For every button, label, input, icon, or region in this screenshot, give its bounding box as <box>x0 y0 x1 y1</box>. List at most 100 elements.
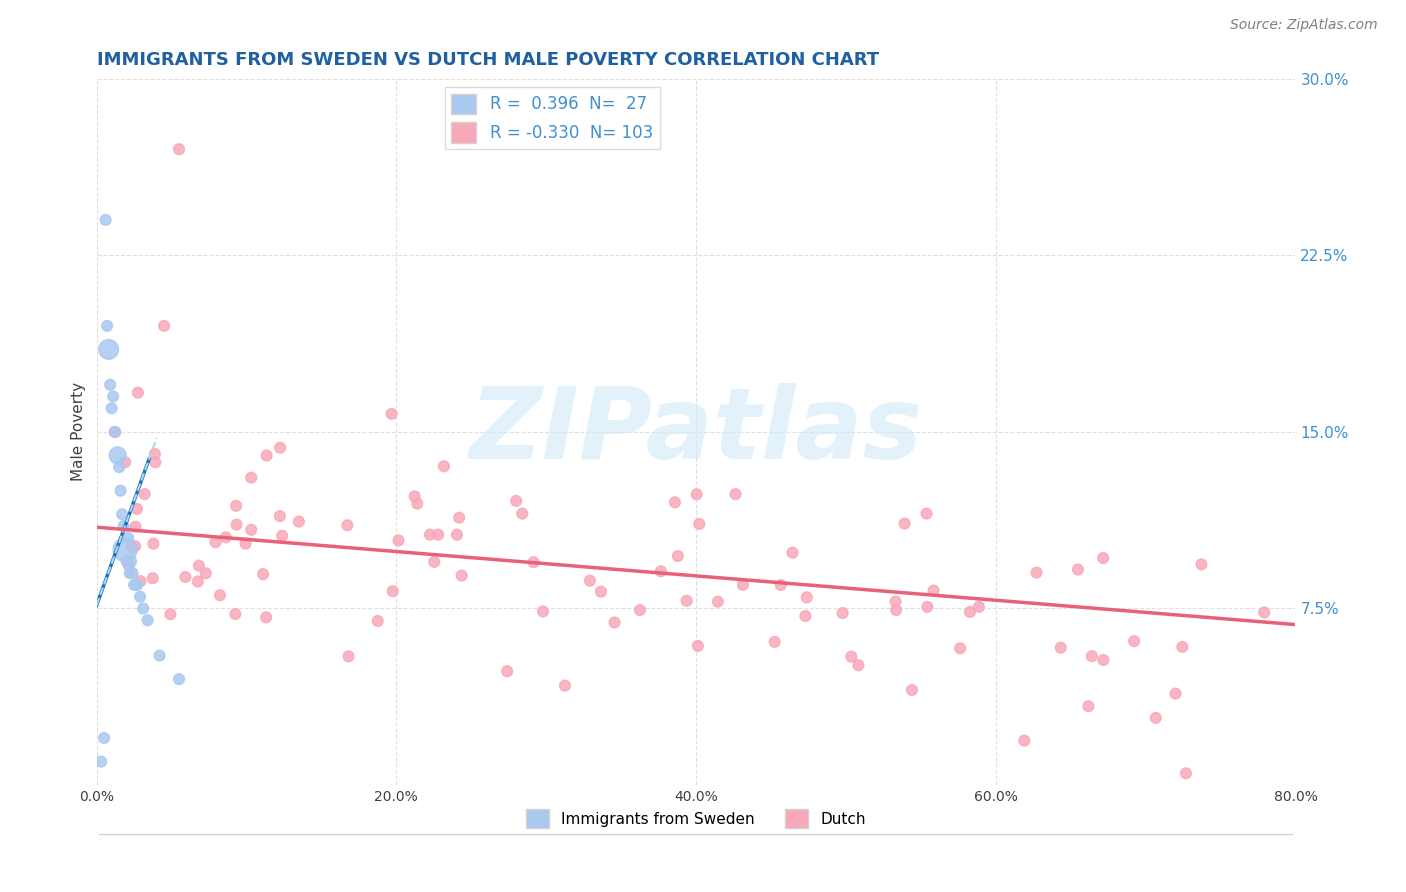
Point <box>496 664 519 678</box>
Point <box>187 574 209 589</box>
Point <box>127 385 149 400</box>
Point <box>848 658 870 673</box>
Point <box>1174 766 1197 780</box>
Point <box>510 507 533 521</box>
Point <box>167 142 190 156</box>
Point <box>1014 733 1036 747</box>
Point <box>579 574 602 588</box>
Point <box>167 672 190 686</box>
Point <box>1081 649 1104 664</box>
Point <box>98 377 121 392</box>
Point <box>505 494 527 508</box>
Point <box>1123 634 1146 648</box>
Point <box>121 566 143 581</box>
Point <box>94 212 117 227</box>
Point <box>90 755 112 769</box>
Point <box>174 570 197 584</box>
Point <box>187 558 209 573</box>
Point <box>121 541 143 555</box>
Point <box>100 401 122 416</box>
Point <box>685 487 707 501</box>
Point <box>782 546 804 560</box>
Point <box>252 567 274 582</box>
Point <box>769 578 792 592</box>
Point <box>142 571 165 585</box>
Point <box>1077 699 1099 714</box>
Point <box>554 679 576 693</box>
Point <box>884 594 907 608</box>
Point <box>127 578 149 592</box>
Point <box>433 459 456 474</box>
Point <box>143 447 166 461</box>
Point <box>664 495 686 509</box>
Point <box>589 584 612 599</box>
Point <box>967 599 990 614</box>
Point <box>628 603 651 617</box>
Point <box>1092 653 1115 667</box>
Point <box>208 588 231 602</box>
Point <box>446 527 468 541</box>
Point <box>271 529 294 543</box>
Point <box>269 509 291 524</box>
Point <box>107 449 129 463</box>
Point <box>224 607 246 621</box>
Text: Source: ZipAtlas.com: Source: ZipAtlas.com <box>1230 18 1378 32</box>
Point <box>1171 640 1194 654</box>
Point <box>763 635 786 649</box>
Point <box>124 539 146 553</box>
Point <box>115 554 138 568</box>
Point <box>675 593 697 607</box>
Point <box>337 649 360 664</box>
Point <box>225 517 247 532</box>
Point <box>381 407 404 421</box>
Point <box>724 487 747 501</box>
Point <box>235 536 257 550</box>
Legend: Immigrants from Sweden, Dutch: Immigrants from Sweden, Dutch <box>520 803 872 834</box>
Point <box>104 425 127 439</box>
Point <box>288 515 311 529</box>
Point <box>731 578 754 592</box>
Point <box>884 603 907 617</box>
Point <box>450 568 472 582</box>
Point <box>124 519 146 533</box>
Point <box>650 564 672 578</box>
Point <box>101 390 124 404</box>
Point <box>688 516 710 531</box>
Point <box>114 455 136 469</box>
Point <box>796 591 818 605</box>
Point <box>153 318 176 333</box>
Point <box>922 583 945 598</box>
Point <box>336 518 359 533</box>
Y-axis label: Male Poverty: Male Poverty <box>72 383 86 482</box>
Point <box>204 535 226 549</box>
Point <box>666 549 689 563</box>
Point <box>159 607 181 622</box>
Point <box>959 605 981 619</box>
Point <box>603 615 626 630</box>
Point <box>97 343 120 357</box>
Point <box>134 487 156 501</box>
Point <box>129 590 152 604</box>
Point <box>114 542 136 557</box>
Point <box>531 604 554 618</box>
Point <box>423 555 446 569</box>
Point <box>381 584 404 599</box>
Point <box>893 516 915 531</box>
Point <box>194 566 217 581</box>
Point <box>794 609 817 624</box>
Point <box>256 449 278 463</box>
Point <box>225 499 247 513</box>
Point <box>1191 558 1213 572</box>
Point <box>254 610 277 624</box>
Point <box>132 601 155 615</box>
Point <box>118 558 141 573</box>
Point <box>419 527 441 541</box>
Point <box>427 527 450 541</box>
Point <box>142 537 165 551</box>
Point <box>1025 566 1047 580</box>
Point <box>122 578 145 592</box>
Point <box>120 554 142 568</box>
Point <box>269 441 291 455</box>
Point <box>1164 687 1187 701</box>
Point <box>686 639 709 653</box>
